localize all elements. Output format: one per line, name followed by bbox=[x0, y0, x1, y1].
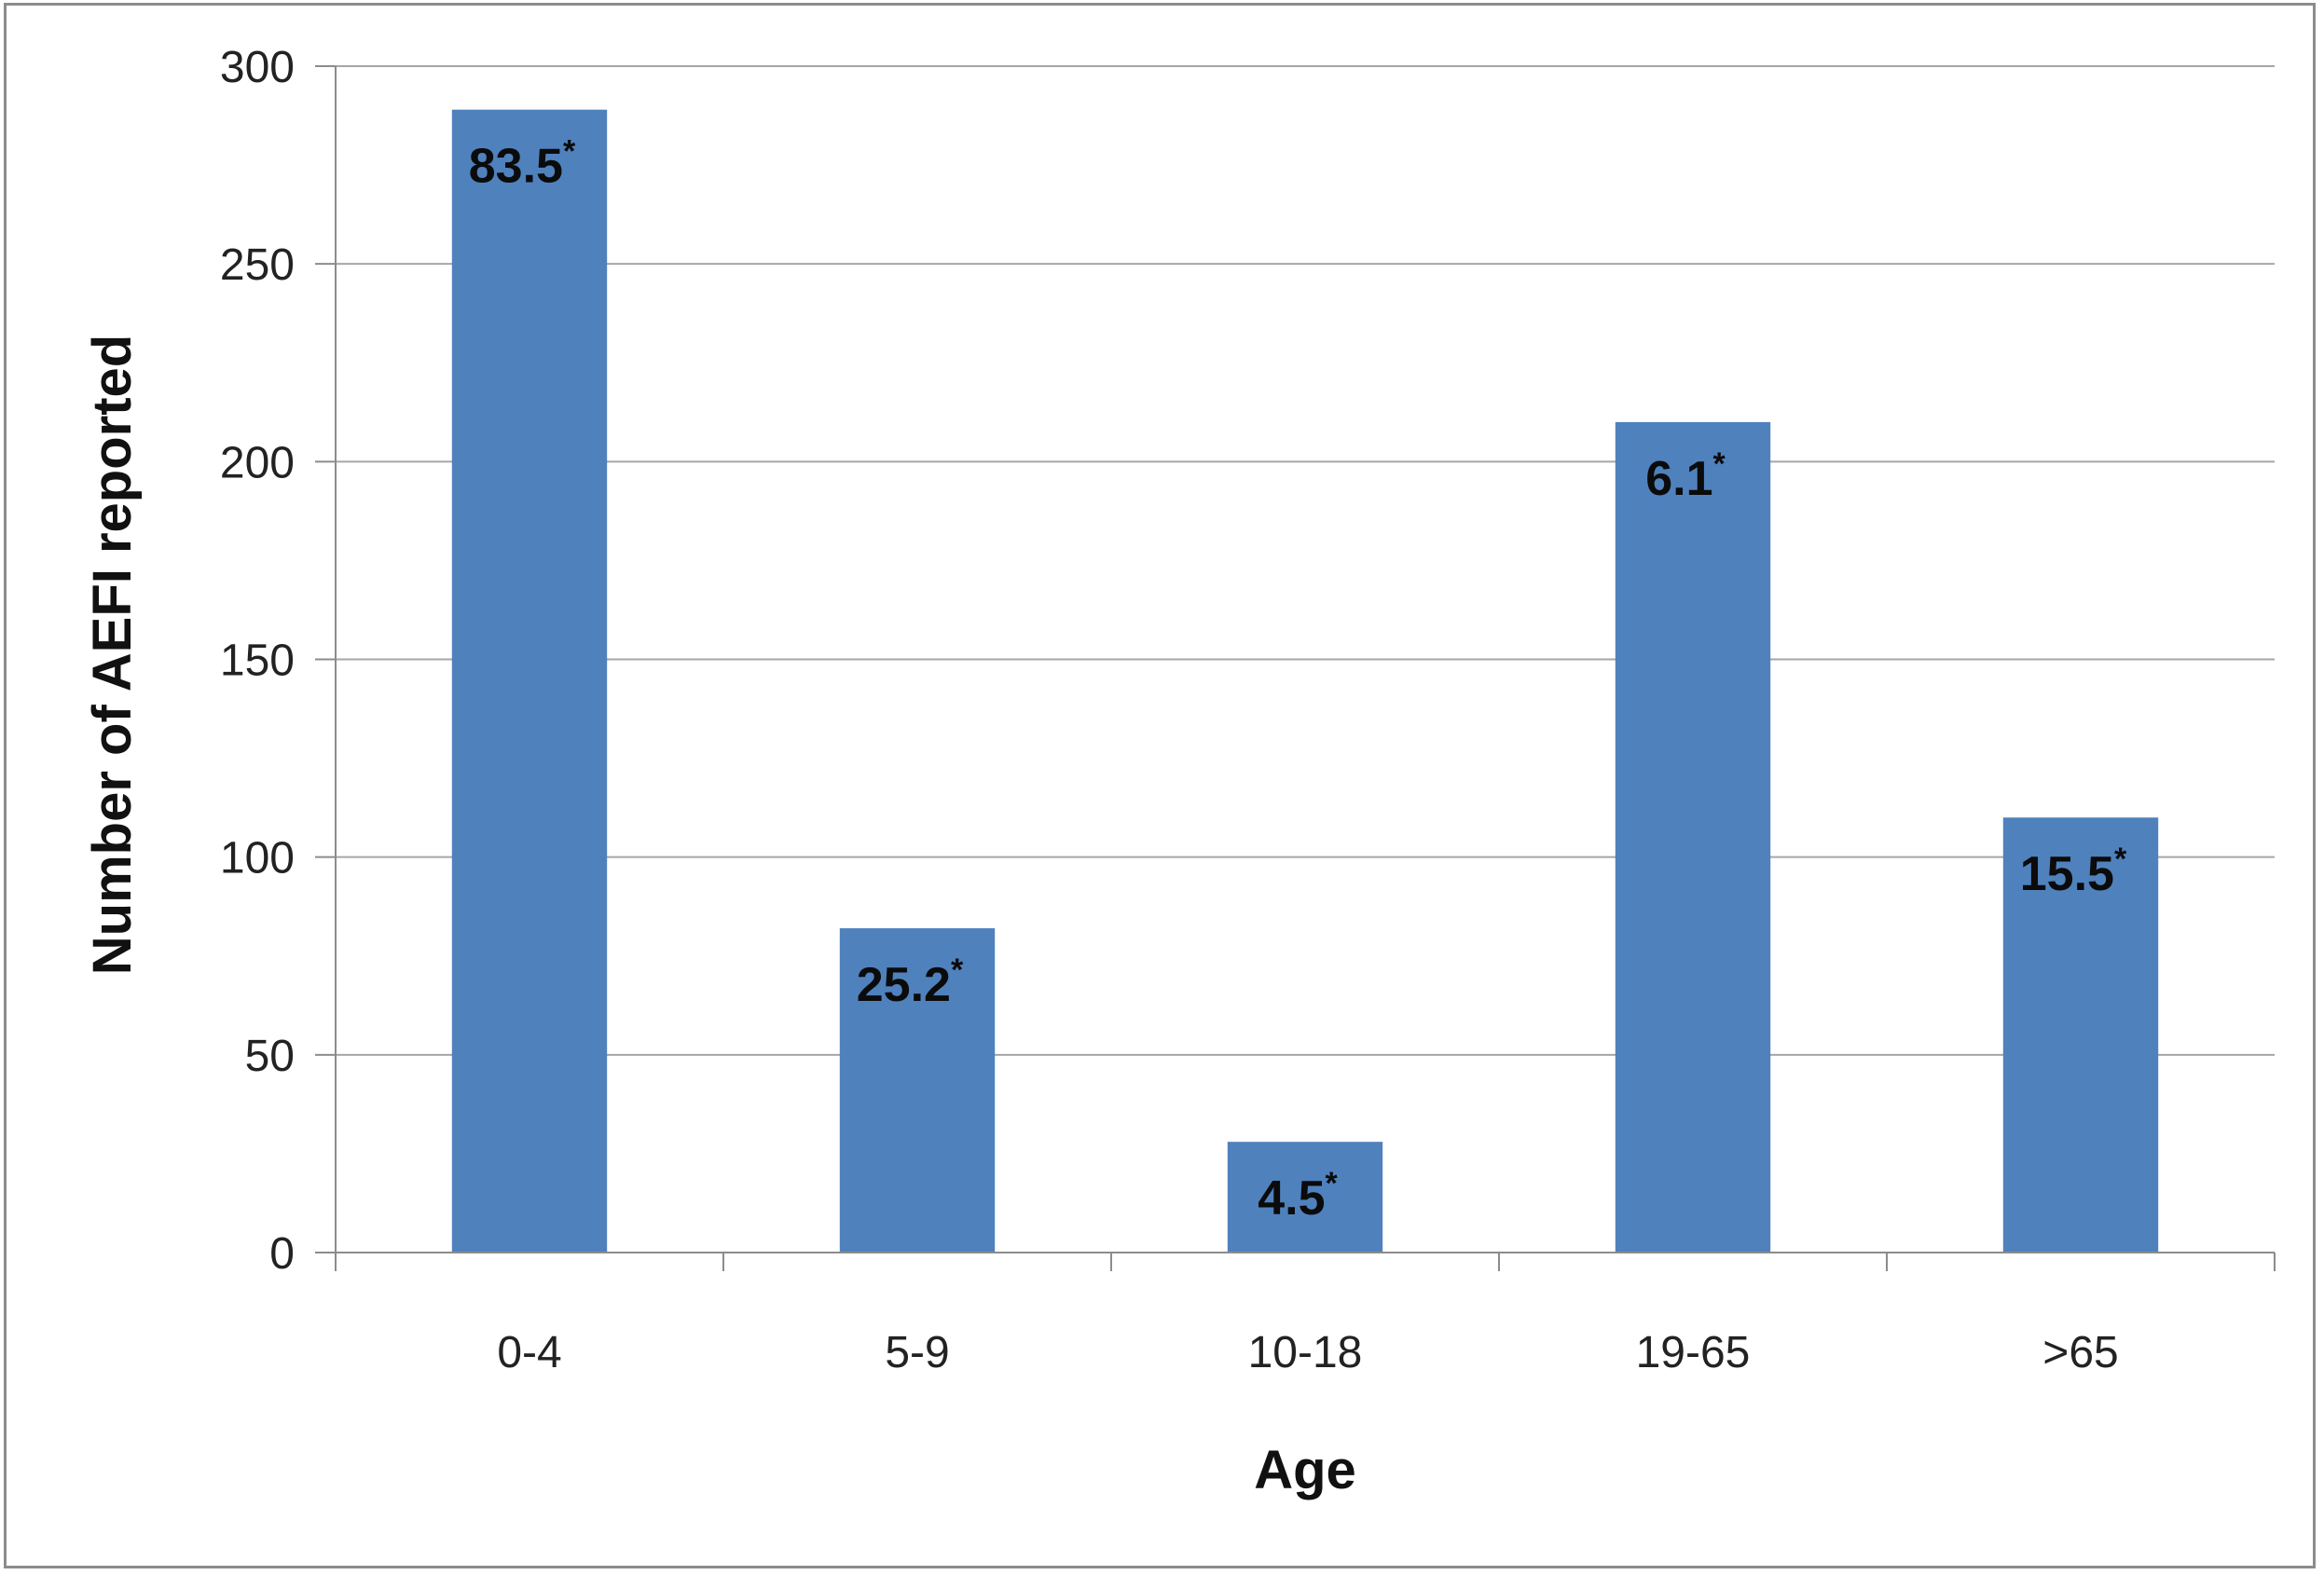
bar-65 bbox=[2002, 817, 2159, 1253]
bar-10-18 bbox=[1227, 1142, 1383, 1253]
y-tick-label: 200 bbox=[220, 438, 295, 487]
y-tick-label: 0 bbox=[269, 1229, 295, 1279]
bars bbox=[451, 109, 2159, 1253]
bar-0-4 bbox=[451, 109, 608, 1253]
y-axis-title: Number of AEFI reported bbox=[82, 335, 143, 975]
data-labels: 83.5* 25.2* 4.5* 6.1* 15.5* bbox=[469, 134, 2127, 1226]
x-tick-label: 0-4 bbox=[497, 1328, 561, 1377]
data-label: 4.5* bbox=[1258, 1166, 1338, 1226]
x-axis bbox=[335, 66, 2275, 1253]
x-axis-title: Age bbox=[1254, 1440, 1356, 1500]
x-tick-label: 10-18 bbox=[1248, 1328, 1363, 1377]
y-tick-label: 150 bbox=[220, 637, 295, 686]
y-tick-label: 300 bbox=[220, 43, 295, 92]
y-tick-label: 100 bbox=[220, 834, 295, 883]
y-axis-ticks: 0 50 100 150 200 250 300 bbox=[220, 43, 336, 1279]
data-label: 25.2* bbox=[857, 952, 964, 1012]
bar-5-9 bbox=[839, 928, 996, 1253]
data-label: 83.5* bbox=[469, 134, 576, 194]
data-label: 6.1* bbox=[1645, 446, 1726, 506]
y-tick-label: 50 bbox=[245, 1032, 295, 1081]
bar-19-65 bbox=[1615, 421, 1771, 1253]
y-tick-label: 250 bbox=[220, 240, 295, 290]
gridlines bbox=[336, 65, 2275, 1056]
data-label: 15.5* bbox=[2020, 842, 2127, 901]
x-tick-label: 5-9 bbox=[885, 1328, 949, 1377]
x-tick-label: >65 bbox=[2042, 1328, 2118, 1377]
x-axis-ticks: 0-4 5-9 10-18 19-65 >65 bbox=[335, 1253, 2276, 1377]
x-tick-label: 19-65 bbox=[1636, 1328, 1751, 1377]
